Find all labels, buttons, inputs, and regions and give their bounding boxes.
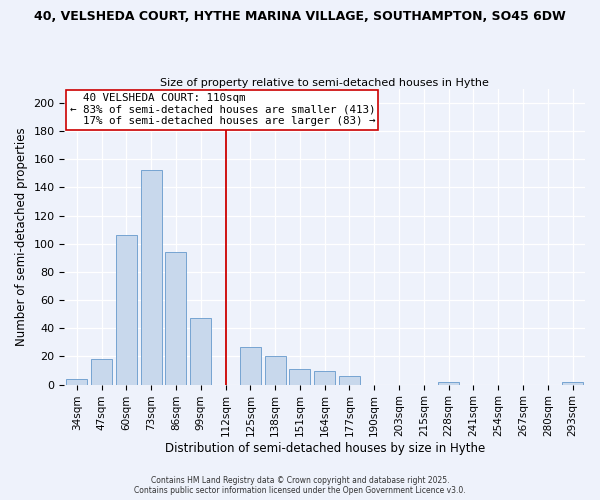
Bar [91, 359, 112, 384]
Bar [562, 382, 583, 384]
Bar [314, 370, 335, 384]
Bar [438, 382, 459, 384]
Bar [116, 236, 137, 384]
Bar [339, 376, 360, 384]
X-axis label: Distribution of semi-detached houses by size in Hythe: Distribution of semi-detached houses by … [164, 442, 485, 455]
Title: Size of property relative to semi-detached houses in Hythe: Size of property relative to semi-detach… [160, 78, 489, 88]
Bar [166, 252, 187, 384]
Bar [140, 170, 162, 384]
Bar [240, 346, 261, 385]
Bar [265, 356, 286, 384]
Bar [190, 318, 211, 384]
Text: 40 VELSHEDA COURT: 110sqm
← 83% of semi-detached houses are smaller (413)
  17% : 40 VELSHEDA COURT: 110sqm ← 83% of semi-… [70, 93, 375, 126]
Bar [289, 369, 310, 384]
Y-axis label: Number of semi-detached properties: Number of semi-detached properties [15, 128, 28, 346]
Bar [66, 379, 88, 384]
Text: Contains HM Land Registry data © Crown copyright and database right 2025.
Contai: Contains HM Land Registry data © Crown c… [134, 476, 466, 495]
Text: 40, VELSHEDA COURT, HYTHE MARINA VILLAGE, SOUTHAMPTON, SO45 6DW: 40, VELSHEDA COURT, HYTHE MARINA VILLAGE… [34, 10, 566, 23]
